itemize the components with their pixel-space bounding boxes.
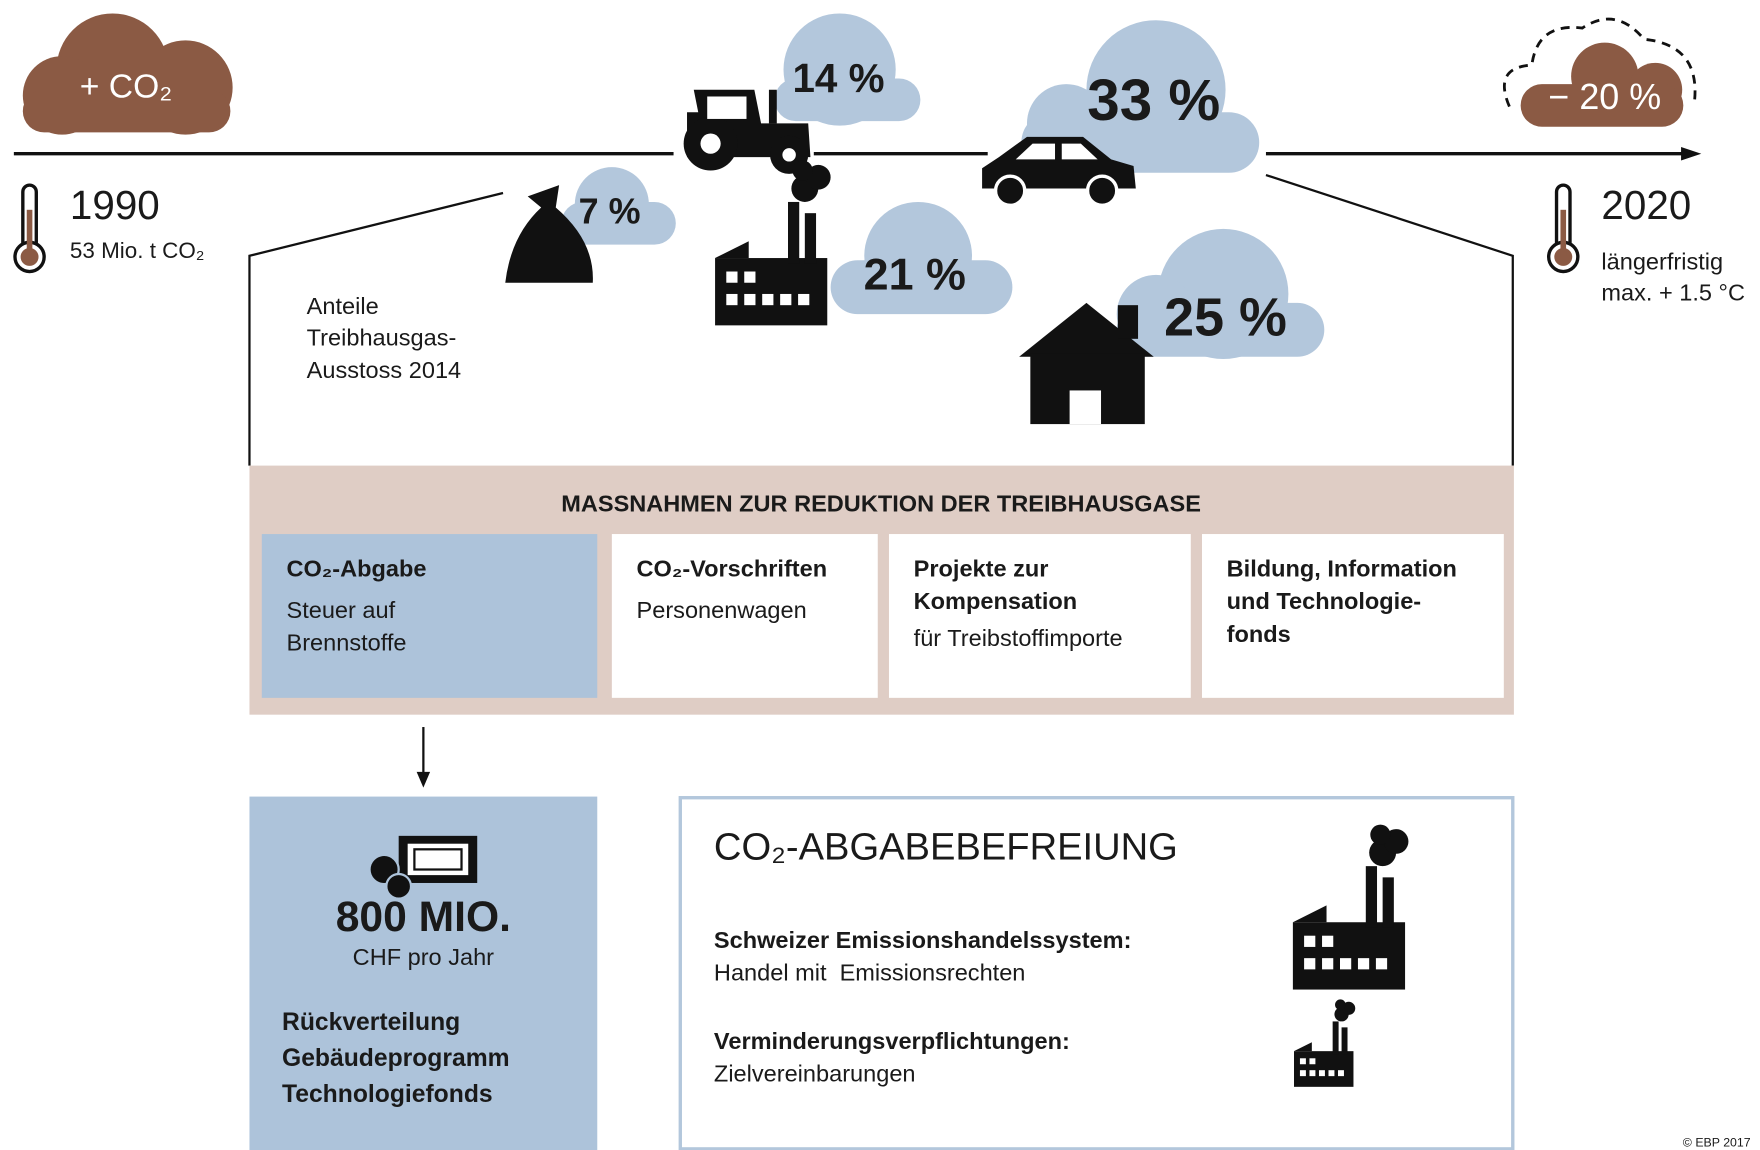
thermometer [1547, 183, 1580, 274]
measure-title: CO₂-Vorschriften [637, 556, 828, 582]
copyright: © EBP 2017 [1683, 1136, 1751, 1150]
unit: CHF pro Jahr [353, 944, 494, 970]
note: längerfristig [1601, 248, 1723, 274]
bracket [248, 191, 504, 466]
share: 33 % [1087, 68, 1220, 133]
use: Gebäudeprogramm [282, 1045, 510, 1072]
dashed-cloud [1503, 17, 1697, 108]
caption: Treibhausgas- [307, 325, 457, 351]
arrow-head [416, 771, 431, 788]
measure-title: Projekte zur [914, 556, 1049, 582]
house-icon [1019, 302, 1154, 425]
start-value: 53 Mio. t CO₂ [70, 238, 205, 263]
thermometer [13, 183, 46, 274]
bracket [1265, 173, 1514, 466]
year: 2020 [1601, 182, 1691, 228]
share: 21 % [864, 248, 966, 299]
measure-title: und Technologie- [1227, 588, 1421, 614]
use: Technologiefonds [282, 1081, 493, 1108]
amount: 800 MIO. [336, 893, 511, 941]
measure-title: Bildung, Information [1227, 556, 1457, 582]
measure-title: Kompensation [914, 588, 1078, 614]
measure-title: CO₂-Abgabe [286, 556, 426, 582]
cloud-label: − 20 % [1548, 77, 1661, 117]
caption: Ausstoss 2014 [307, 357, 461, 383]
measure-text: Brennstoffe [286, 630, 406, 656]
measure-card [261, 534, 598, 698]
note: max. + 1.5 °C [1601, 280, 1745, 306]
measure-text: für Treibstoffimporte [914, 625, 1123, 651]
reduction-cloud [1520, 42, 1684, 127]
exemption-item-title: Schweizer Emissionshandelssystem: [714, 927, 1131, 953]
year: 1990 [70, 182, 160, 228]
arrow-head [1681, 146, 1702, 161]
factory-icon [715, 160, 831, 326]
share: 7 % [579, 191, 641, 231]
use: Rückverteilung [282, 1009, 460, 1036]
measure-title: fonds [1227, 621, 1291, 647]
measure-card [611, 534, 878, 698]
exemption-item-text: Handel mit Emissionsrechten [714, 960, 1025, 986]
measure-text: Personenwagen [637, 597, 807, 623]
measure-text: Steuer auf [286, 597, 395, 623]
share: 14 % [792, 55, 884, 101]
measures-title: MASSNAHMEN ZUR REDUKTION DER TREIBHAUSGA… [561, 491, 1201, 517]
car-icon [982, 136, 1136, 208]
caption: Anteile [307, 293, 379, 319]
exemption-title: CO₂-ABGABEBEFREIUNG [714, 825, 1178, 868]
measure-card [888, 534, 1191, 698]
money-icon [368, 835, 478, 900]
bag-icon [505, 185, 593, 283]
exemption-item-title: Verminderungsverpflichtungen: [714, 1028, 1070, 1054]
share: 25 % [1164, 287, 1287, 347]
exemption-item-text: Zielvereinbarungen [714, 1061, 916, 1087]
measure-card [1202, 534, 1504, 698]
cloud-label: + CO₂ [80, 69, 173, 106]
co2-cloud [22, 13, 233, 135]
